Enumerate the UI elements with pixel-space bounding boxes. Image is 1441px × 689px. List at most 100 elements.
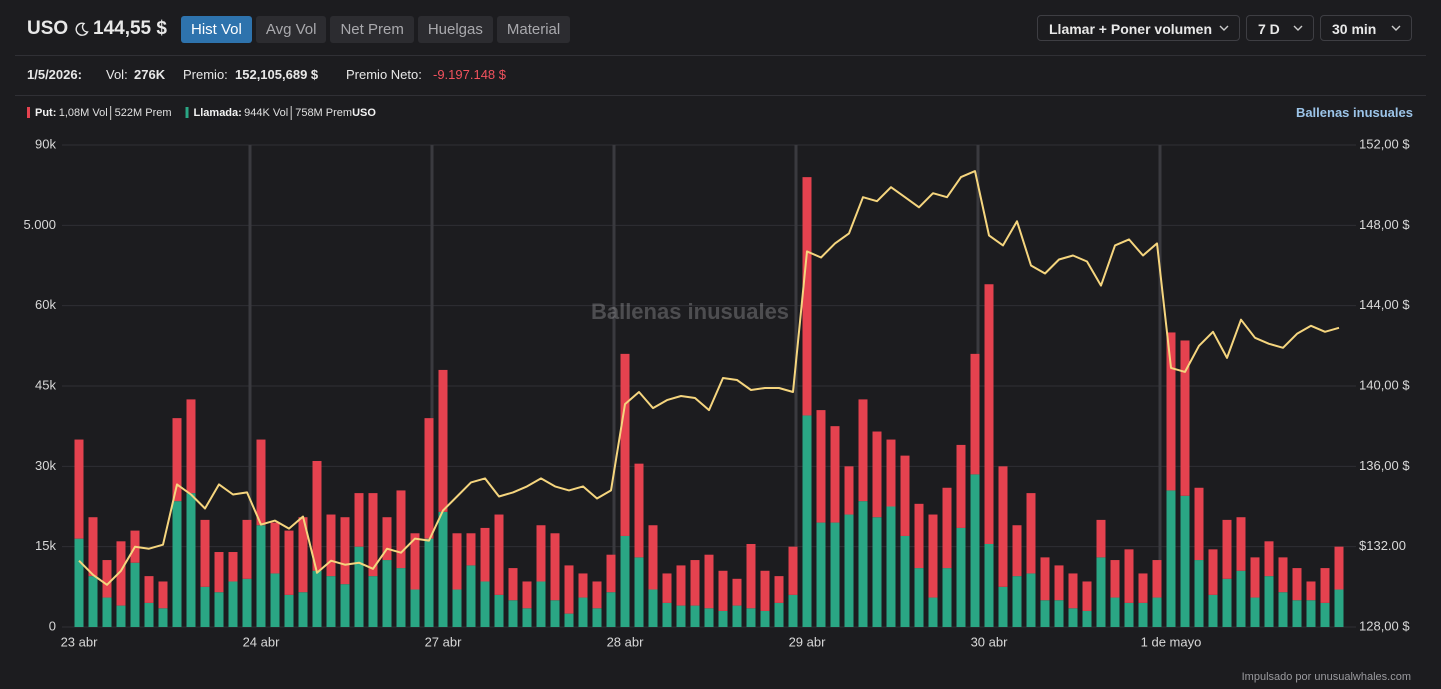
info-vol-label: Vol: — [106, 67, 128, 82]
y-tick-label: 30k — [35, 458, 56, 473]
tab[interactable]: Net Prem — [330, 16, 414, 43]
bar-segment — [914, 503, 924, 569]
bar-segment — [844, 514, 854, 627]
chevron — [1293, 25, 1303, 31]
tab[interactable]: Avg Vol — [255, 16, 327, 43]
legend-name: Put — [35, 107, 53, 119]
bar-segment — [802, 177, 812, 416]
bar-segment — [1306, 600, 1316, 627]
y2-tick-label: 128,00 $ — [1359, 618, 1410, 633]
bar-segment — [256, 525, 266, 627]
bar-segment — [1110, 597, 1120, 627]
bar-segment — [116, 605, 126, 627]
bar-segment — [102, 597, 112, 627]
bar-segment — [312, 460, 322, 571]
bar-segment — [928, 514, 938, 598]
bar-segment — [900, 535, 910, 627]
y2-tick-label: 144,00 $ — [1359, 297, 1410, 312]
bar-segment — [662, 573, 672, 603]
bar-segment — [592, 608, 602, 627]
bar-segment — [1138, 573, 1148, 603]
bar-segment — [186, 493, 196, 627]
bar-segment — [270, 573, 280, 627]
bar-segment — [494, 594, 504, 627]
brand-link[interactable]: Ballenas inusuales — [1295, 105, 1413, 120]
dropdown[interactable]: 30 min — [1320, 15, 1412, 41]
bar-segment — [1068, 608, 1078, 627]
bar-segment — [88, 517, 98, 577]
dropdown[interactable]: 7 D — [1246, 15, 1314, 41]
bar-segment — [802, 415, 812, 627]
bar-segment — [228, 552, 238, 582]
bar-segment — [606, 592, 616, 627]
bar-segment — [1334, 589, 1344, 627]
watermark: Ballenas inusuales — [591, 299, 789, 324]
legend-name: USO — [352, 107, 376, 119]
chevron — [1219, 25, 1229, 31]
bar-segment — [396, 490, 406, 569]
bar-segment — [116, 541, 126, 606]
bar-segment — [1222, 578, 1232, 627]
tab[interactable]: Material — [496, 16, 571, 43]
bar-segment — [424, 418, 434, 539]
bar-segment — [872, 517, 882, 627]
y2-tick-label: 140,00 $ — [1359, 377, 1410, 392]
bar-segment — [1110, 560, 1120, 598]
divider — [15, 55, 1426, 56]
bar-segment — [522, 608, 532, 627]
bar-segment — [1250, 557, 1260, 598]
bar-segment — [1292, 568, 1302, 601]
legend-swatch — [185, 107, 189, 118]
bar-segment — [284, 530, 294, 595]
bar-segment — [1180, 495, 1190, 627]
x-tick-label: 30 abr — [971, 634, 1009, 649]
bar-segment — [74, 439, 84, 539]
bar-segment — [1152, 560, 1162, 598]
footer: Impulsado por unusualwhales.com — [1241, 671, 1411, 683]
bar-segment — [200, 519, 210, 587]
bar-segment — [690, 605, 700, 627]
bar-segment — [200, 586, 210, 627]
bar-segment — [242, 519, 252, 579]
bar-segment — [144, 576, 154, 603]
bar-segment — [928, 597, 938, 627]
info-premium: 152,105,689 $ — [235, 67, 319, 82]
bar-segment — [718, 570, 728, 611]
y-tick-label: 5.000 — [23, 217, 56, 232]
tab[interactable]: Hist Vol — [181, 16, 252, 43]
bar-segment — [508, 600, 518, 627]
bar-segment — [942, 487, 952, 569]
bar-segment — [1096, 557, 1106, 627]
bar-segment — [620, 535, 630, 627]
bar-segment — [326, 576, 336, 627]
bar-segment — [788, 546, 798, 595]
bar-segment — [298, 592, 308, 627]
bar-segment — [214, 552, 224, 593]
bar-segment — [1152, 597, 1162, 627]
bar-segment — [1012, 525, 1022, 577]
y2-tick-label: $132.00 — [1359, 538, 1406, 553]
legend-colon: : — [238, 107, 242, 119]
bar-segment — [830, 426, 840, 523]
bar-segment — [1166, 332, 1176, 491]
bar-segment — [410, 533, 420, 590]
bar-segment — [382, 517, 392, 561]
bar-segment — [606, 554, 616, 593]
bar-segment — [144, 602, 154, 627]
bar-segment — [494, 514, 504, 595]
bar-segment — [1250, 597, 1260, 627]
bar-segment — [1054, 600, 1064, 627]
bar-segment — [592, 581, 602, 609]
bar-segment — [172, 418, 182, 502]
legend-detail: 522M Prem — [115, 107, 172, 119]
dropdown[interactable]: Llamar + Poner volumen — [1037, 15, 1240, 41]
chevron — [1391, 25, 1401, 31]
bar-segment — [1082, 581, 1092, 611]
y-tick-label: 0 — [49, 618, 56, 633]
bar-segment — [1278, 557, 1288, 593]
bar-segment — [774, 602, 784, 627]
tab[interactable]: Huelgas — [417, 16, 493, 43]
bar-segment — [900, 455, 910, 536]
info-net-label: Premio Neto: — [346, 67, 422, 82]
bar-segment — [396, 568, 406, 627]
